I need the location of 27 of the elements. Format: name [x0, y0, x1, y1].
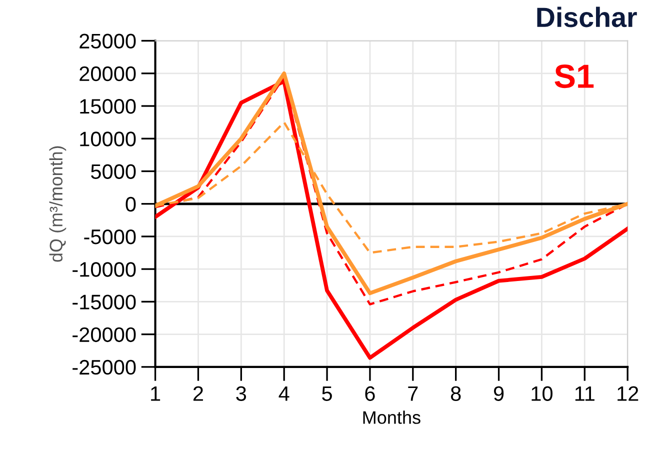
y-tick-label: 10000 [80, 132, 136, 146]
x-tick-label: 5 [322, 386, 332, 401]
y-tick-label: -25000 [72, 360, 136, 375]
x-tick-label: 8 [450, 386, 461, 401]
x-tick-label: 3 [236, 386, 246, 401]
y-tick-label: -10000 [72, 262, 136, 277]
x-tick-label: 7 [408, 386, 418, 401]
annotation: S1 [554, 64, 594, 88]
y-tick-label: -15000 [72, 294, 136, 310]
x-tick-label: 4 [278, 386, 290, 401]
y-tick-label: 15000 [80, 99, 136, 114]
x-tick-label: 6 [365, 386, 375, 401]
x-tick-label: 10 [532, 386, 552, 401]
chart-title: Dischar [537, 6, 637, 28]
y-axis-title: dQ (m³/month) [49, 146, 66, 262]
y-tick-label: 5000 [91, 164, 136, 179]
x-axis-title: Months [363, 410, 420, 424]
y-tick-label: -20000 [72, 327, 136, 342]
x-tick-label: 1 [151, 386, 160, 401]
x-tick-label: 9 [494, 386, 504, 401]
x-tick-label: 11 [575, 386, 594, 401]
y-tick-label: 20000 [80, 66, 136, 82]
y-tick-label: 0 [126, 196, 136, 212]
y-tick-label: 25000 [80, 34, 136, 49]
x-tick-label: 2 [193, 386, 203, 401]
y-tick-label: -5000 [84, 229, 136, 244]
x-tick-label: 12 [618, 386, 638, 401]
